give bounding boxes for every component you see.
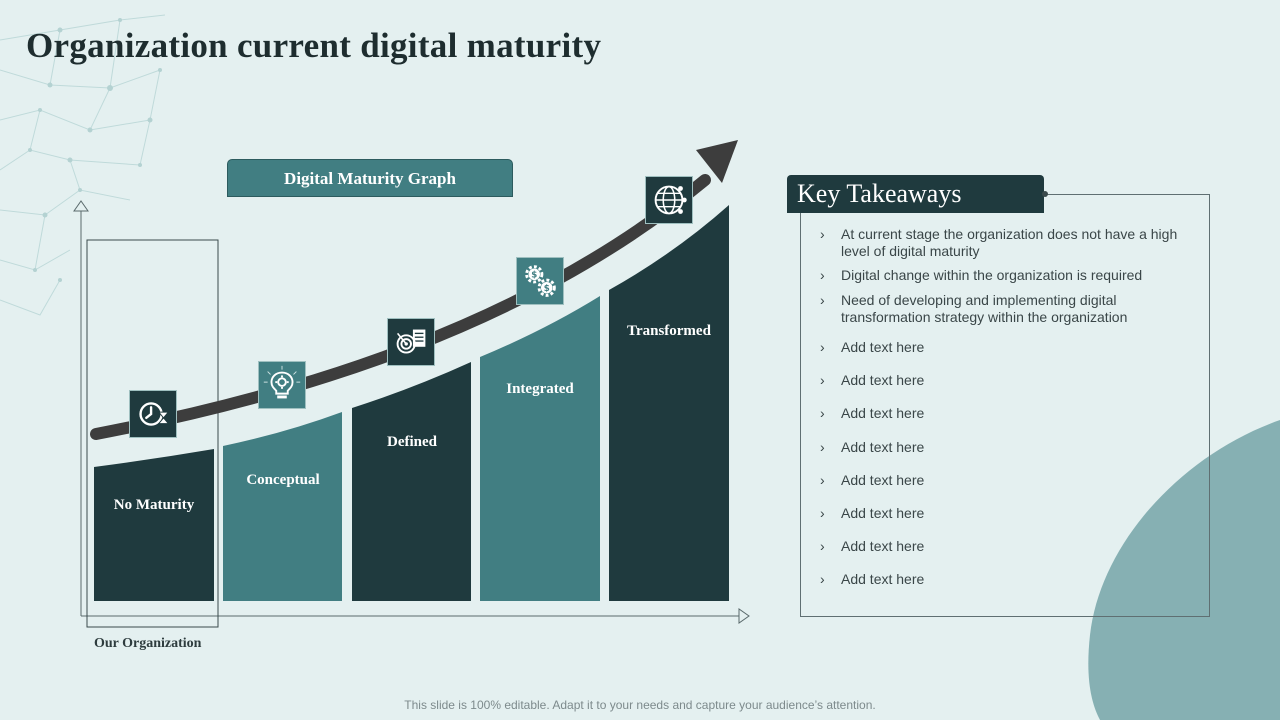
growth-arrowhead bbox=[696, 140, 738, 183]
chevron-right-icon: › bbox=[820, 472, 825, 488]
list-item: › Add text here bbox=[820, 505, 1190, 522]
footer-note: This slide is 100% editable. Adapt it to… bbox=[404, 698, 876, 712]
our-organization-highlight bbox=[86, 239, 219, 628]
stage-label-conceptual: Conceptual bbox=[246, 472, 320, 488]
graph-title: Digital Maturity Graph bbox=[227, 159, 513, 197]
chevron-right-icon: › bbox=[820, 226, 825, 242]
stage-label-defined: Defined bbox=[387, 434, 437, 450]
chevron-right-icon: › bbox=[820, 267, 825, 283]
takeaway-text: Add text here bbox=[841, 538, 925, 554]
stage-bar bbox=[94, 449, 214, 601]
svg-text:$: $ bbox=[531, 271, 537, 281]
x-axis-arrowhead bbox=[738, 608, 750, 624]
takeaway-text: Need of developing and implementing digi… bbox=[841, 292, 1128, 325]
stage-label-transformed: Transformed bbox=[627, 323, 711, 339]
stage-bar bbox=[480, 296, 600, 601]
stage-bar bbox=[609, 205, 729, 601]
stage-label-integrated: Integrated bbox=[506, 381, 574, 397]
list-item: › Add text here bbox=[820, 439, 1190, 456]
list-item: › Add text here bbox=[820, 339, 1190, 356]
list-item: › Add text here bbox=[820, 472, 1190, 489]
chevron-right-icon: › bbox=[820, 571, 825, 587]
list-item: › Add text here bbox=[820, 372, 1190, 389]
takeaways-title: Key Takeaways bbox=[787, 175, 1044, 213]
takeaways-list: › At current stage the organization does … bbox=[820, 226, 1190, 588]
svg-text:$: $ bbox=[544, 284, 550, 294]
corner-blob-decoration bbox=[1088, 420, 1280, 720]
list-item: › Add text here bbox=[820, 571, 1190, 588]
list-item: › Add text here bbox=[820, 405, 1190, 422]
takeaway-text: Digital change within the organization i… bbox=[841, 267, 1143, 283]
target-document-icon bbox=[387, 318, 435, 366]
slide-title: Organization current digital maturity bbox=[26, 26, 602, 65]
y-axis-arrowhead bbox=[73, 200, 89, 212]
header-connector-dot bbox=[1042, 191, 1048, 197]
lightbulb-gear-icon bbox=[258, 361, 306, 409]
chevron-right-icon: › bbox=[820, 505, 825, 521]
list-item: › At current stage the organization does … bbox=[820, 226, 1190, 260]
chevron-right-icon: › bbox=[820, 292, 825, 308]
takeaway-text: Add text here bbox=[841, 405, 925, 421]
takeaway-text: Add text here bbox=[841, 571, 925, 587]
list-item: › Need of developing and implementing dig… bbox=[820, 292, 1190, 326]
list-item: › Digital change within the organization … bbox=[820, 267, 1190, 284]
takeaway-text: Add text here bbox=[841, 372, 925, 388]
gears-dollar-icon: $ $ bbox=[516, 257, 564, 305]
clock-hourglass-icon bbox=[129, 390, 177, 438]
takeaway-text: Add text here bbox=[841, 472, 925, 488]
list-item: › Add text here bbox=[820, 538, 1190, 555]
chevron-right-icon: › bbox=[820, 339, 825, 355]
chevron-right-icon: › bbox=[820, 372, 825, 388]
stage-label-no-maturity: No Maturity bbox=[113, 497, 195, 513]
globe-network-icon bbox=[645, 176, 693, 224]
chevron-right-icon: › bbox=[820, 439, 825, 455]
takeaway-text: Add text here bbox=[841, 339, 925, 355]
chevron-right-icon: › bbox=[820, 405, 825, 421]
stage-bar bbox=[223, 412, 342, 601]
stage-bar bbox=[352, 362, 471, 601]
chevron-right-icon: › bbox=[820, 538, 825, 554]
takeaway-text: At current stage the organization does n… bbox=[841, 226, 1178, 259]
takeaway-text: Add text here bbox=[841, 439, 925, 455]
our-organization-label: Our Organization bbox=[94, 636, 202, 651]
takeaway-text: Add text here bbox=[841, 505, 925, 521]
